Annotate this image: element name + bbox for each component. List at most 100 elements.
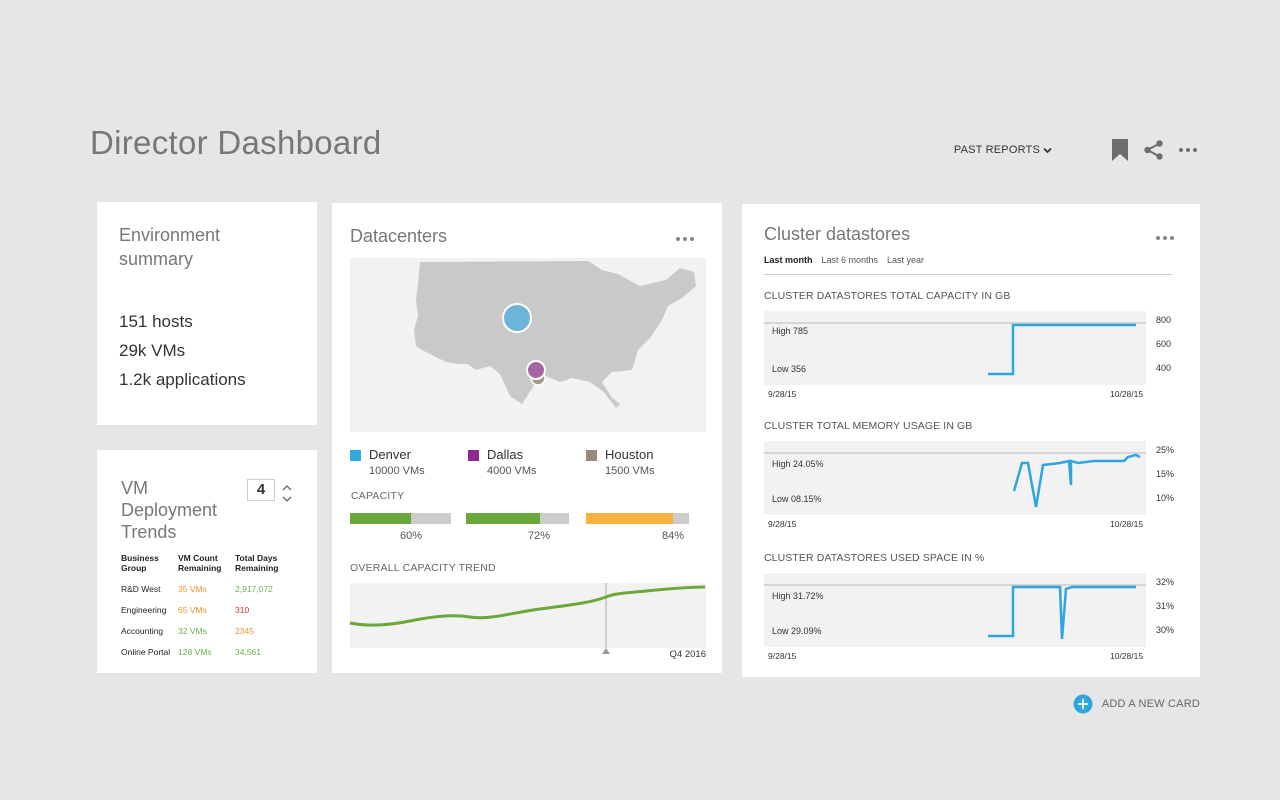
share-icon[interactable] xyxy=(1142,138,1166,162)
capacity-trend-label: OVERALL CAPACITY TREND xyxy=(350,562,496,574)
capacity-percent: 84% xyxy=(662,530,685,542)
end-date: 10/28/15 xyxy=(1110,519,1144,529)
group-cell: Accounting xyxy=(121,626,164,636)
capacity-bars: 60% 72% 84% xyxy=(350,513,706,549)
days-cell: 34,561 xyxy=(235,647,261,657)
vms-stat: 29k VMs xyxy=(119,341,186,360)
column-header: VM Count Remaining xyxy=(178,553,222,573)
tab-last-year[interactable]: Last year xyxy=(887,255,925,265)
group-cell: Engineering xyxy=(121,605,167,615)
trend-quarter-label: Q4 2016 xyxy=(669,649,706,660)
column-header: Total Days Remaining xyxy=(235,553,279,573)
high-label: High 785 xyxy=(772,326,809,336)
capacity-line xyxy=(988,323,1136,376)
capacity-chart: High 785 Low 356 xyxy=(764,311,1146,385)
chevron-down-icon[interactable] xyxy=(281,491,293,502)
table-row: Engineering 65 VMs 310 xyxy=(121,605,301,615)
table-row: Accounting 32 VMs 2345 xyxy=(121,626,301,636)
count-cell: 35 VMs xyxy=(178,584,207,594)
table-row: Online Portal 128 VMs 34,561 xyxy=(121,647,301,657)
memory-line xyxy=(1012,453,1141,508)
legend-name: Houston xyxy=(605,447,654,462)
add-new-card-button[interactable]: ADD A NEW CARD xyxy=(1073,694,1200,714)
tab-last-month[interactable]: Last month xyxy=(764,255,813,265)
days-cell: 2,917,072 xyxy=(235,584,273,594)
used-space-line xyxy=(988,585,1136,640)
chevron-down-icon xyxy=(1043,147,1052,153)
low-label: Low 356 xyxy=(772,364,807,374)
environment-stats: 151 hosts 29k VMs 1.2k applications xyxy=(119,307,295,394)
us-map-shape xyxy=(414,261,696,408)
end-date: 10/28/15 xyxy=(1110,651,1144,661)
datacenters-title: Datacenters xyxy=(350,226,448,246)
trend-line xyxy=(349,585,706,627)
hosts-stat: 151 hosts xyxy=(119,312,193,331)
cluster-datastores-card: Cluster datastores Last month Last 6 mon… xyxy=(742,204,1200,677)
time-range-tabs: Last month Last 6 months Last year xyxy=(764,255,1172,275)
capacity-chart-title: CLUSTER DATASTORES TOTAL CAPACITY IN GB xyxy=(764,290,1011,302)
legend-vms: 10000 VMs xyxy=(369,465,425,477)
y-tick: 800 xyxy=(1156,315,1172,325)
past-reports-dropdown[interactable]: PAST REPORTS xyxy=(954,144,1052,156)
y-tick: 31% xyxy=(1156,601,1175,611)
start-date: 9/28/15 xyxy=(768,651,797,661)
y-tick: 15% xyxy=(1156,469,1175,479)
y-tick: 32% xyxy=(1156,577,1175,587)
capacity-fill xyxy=(586,513,673,524)
vm-deployment-title: VM Deployment Trends xyxy=(121,478,218,542)
high-label: High 31.72% xyxy=(772,591,824,601)
bookmark-icon[interactable] xyxy=(1108,138,1132,162)
capacity-label: CAPACITY xyxy=(351,490,405,502)
capacity-fill xyxy=(466,513,541,524)
tab-last-6-months[interactable]: Last 6 months xyxy=(821,255,879,265)
quantity-stepper[interactable]: 4 xyxy=(247,479,293,502)
past-reports-label: PAST REPORTS xyxy=(953,144,1040,156)
more-options-icon[interactable] xyxy=(1176,138,1200,162)
capacity-percent: 72% xyxy=(528,530,551,542)
more-options-icon[interactable] xyxy=(674,231,696,241)
header-actions: PAST REPORTS xyxy=(954,136,1200,164)
y-tick: 600 xyxy=(1156,339,1172,349)
page-title: Director Dashboard xyxy=(90,124,382,161)
legend-vms: 1500 VMs xyxy=(605,465,655,477)
capacity-trend-chart xyxy=(349,583,706,654)
count-cell: 128 VMs xyxy=(178,647,212,657)
days-cell: 310 xyxy=(235,605,250,615)
environment-summary-title: Environment summary xyxy=(119,225,221,269)
y-tick: 400 xyxy=(1156,363,1172,373)
start-date: 9/28/15 xyxy=(768,389,797,399)
marker-denver[interactable] xyxy=(502,303,532,333)
datacenter-legend: Denver 10000 VMs Dallas 4000 VMs Houston… xyxy=(350,447,706,483)
used-space-chart-title: CLUSTER DATASTORES USED SPACE IN % xyxy=(764,552,985,564)
legend-name: Dallas xyxy=(487,447,524,462)
start-date: 9/28/15 xyxy=(768,519,797,529)
column-header: Business Group xyxy=(121,553,159,573)
used-space-chart: High 31.72% Low 29.09% xyxy=(764,573,1146,647)
marker-dallas[interactable] xyxy=(526,360,546,380)
group-cell: R&D West xyxy=(121,584,161,594)
group-cell: Online Portal xyxy=(121,647,171,657)
capacity-percent: 60% xyxy=(400,530,423,542)
capacity-bar xyxy=(350,513,451,524)
legend-name: Denver xyxy=(369,447,411,462)
capacity-fill xyxy=(350,513,411,524)
y-tick: 30% xyxy=(1156,625,1175,635)
memory-chart: High 24.05% Low 08.15% xyxy=(764,441,1146,515)
more-options-icon[interactable] xyxy=(1154,230,1176,240)
stepper-value[interactable]: 4 xyxy=(247,479,275,501)
trend-marker-arrow xyxy=(602,648,610,654)
y-tick: 25% xyxy=(1156,445,1175,455)
low-label: Low 29.09% xyxy=(772,626,822,636)
vm-deployment-card: VM Deployment Trends 4 Business Group VM… xyxy=(97,450,317,673)
vm-deployment-table: Business Group VM Count Remaining Total … xyxy=(121,553,301,657)
days-cell: 2345 xyxy=(235,626,254,636)
count-cell: 32 VMs xyxy=(178,626,207,636)
plus-circle-icon xyxy=(1073,694,1093,714)
chevron-up-icon[interactable] xyxy=(281,480,293,490)
legend-swatch xyxy=(468,450,479,461)
y-tick: 10% xyxy=(1156,493,1175,503)
environment-summary-card: Environment summary 151 hosts 29k VMs 1.… xyxy=(97,202,317,425)
end-date: 10/28/15 xyxy=(1110,389,1144,399)
capacity-bar xyxy=(586,513,689,524)
capacity-bar xyxy=(466,513,569,524)
